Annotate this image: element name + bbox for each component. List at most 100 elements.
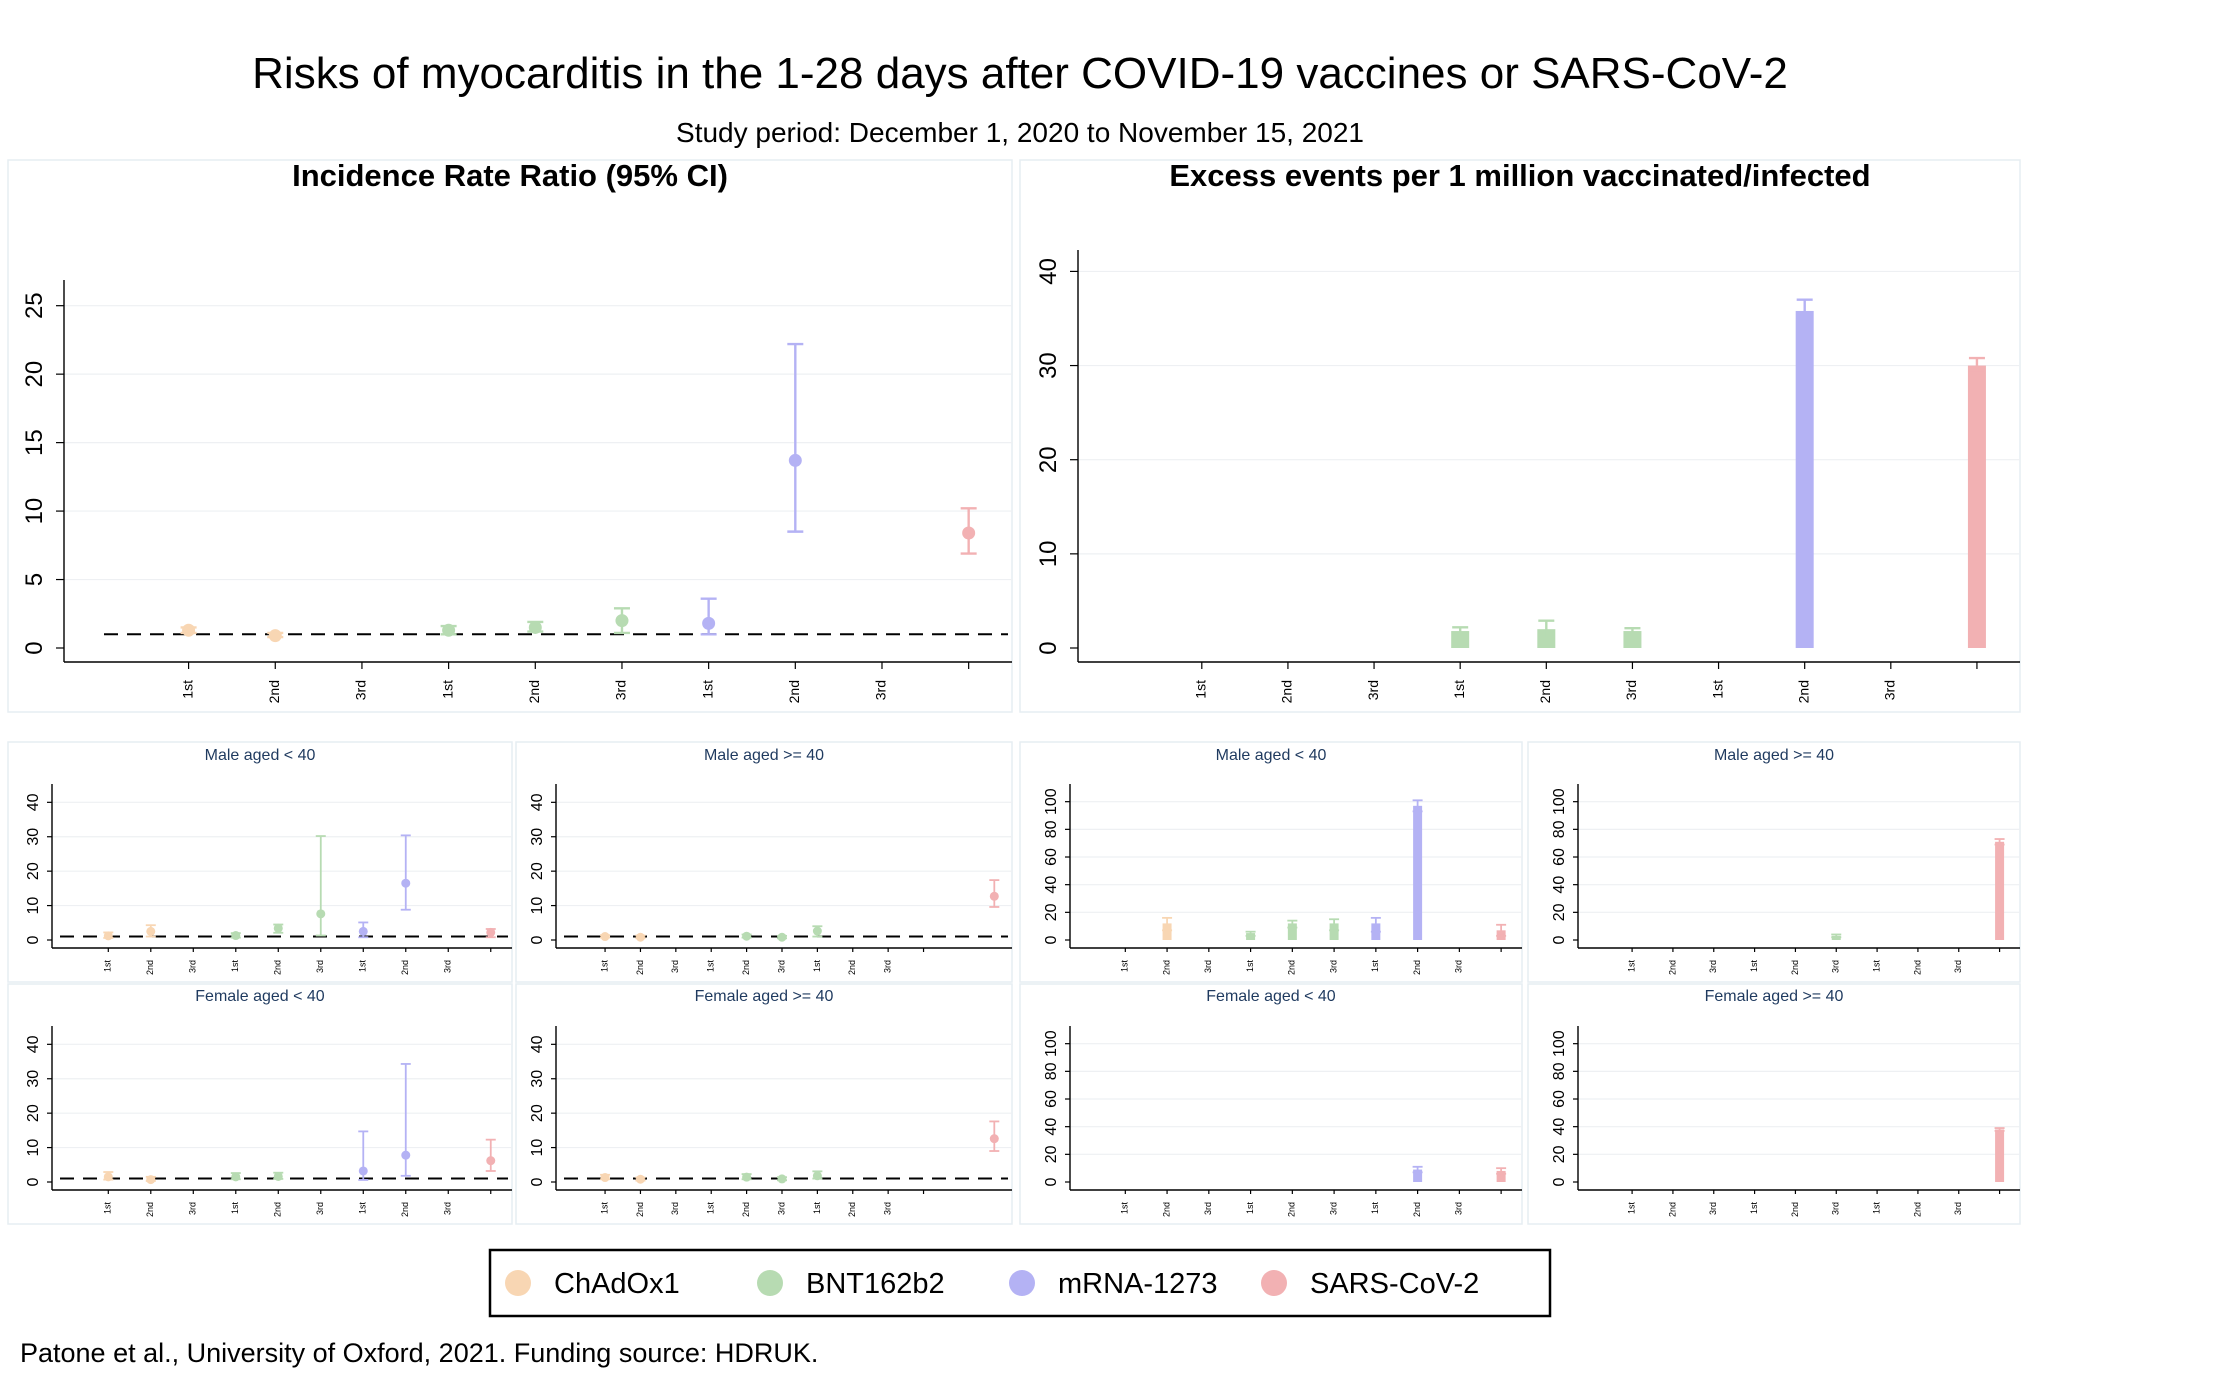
y-tick-label: 10 [25,1139,42,1157]
data-point [742,931,752,941]
data-point [146,926,156,936]
data-point [103,1172,113,1182]
bar [1967,365,1986,648]
data-point [600,932,610,942]
x-tick-label: 1st [1120,960,1130,973]
x-tick-label: 2nd [400,960,410,975]
chart-irr-male-ge40: Male aged >= 40 0 10 20 30 40 1st 2nd 3rd 1st 2nd 3… [515,741,1013,983]
bar [1162,923,1172,940]
x-tick-label: 1st [1749,1202,1759,1215]
x-tick-label: 2nd [1912,1202,1922,1217]
x-tick-label: 2nd [1161,1202,1171,1217]
x-tick-label: 3rd [776,960,786,973]
legend-label: ChAdOx1 [554,1268,680,1300]
x-tick-label: 2nd [1537,680,1553,703]
x-tick-label: 1st [1871,1202,1881,1215]
x-tick-label: 1st [1709,680,1725,699]
x-tick-label: 2nd [145,1202,155,1217]
x-tick-label: 2nd [145,960,155,975]
x-tick-label: 1st [706,960,716,973]
chart-excess-overall: Excess events per 1 million vaccinated/i… [1019,158,2021,713]
chart-title: Male aged >= 40 [1714,747,1834,764]
panel-background [1019,159,2021,713]
y-tick-label: 10 [21,498,48,525]
y-tick-label: 40 [529,793,546,811]
x-tick-label: 3rd [188,960,198,973]
data-point [231,931,241,941]
y-tick-label: 0 [529,935,546,944]
x-tick-label: 1st [439,680,455,699]
y-tick-label: 10 [25,897,42,915]
data-point [600,1173,610,1183]
data-point [401,878,411,888]
panel-background [7,159,1013,713]
chart-title: Female aged >= 40 [1705,988,1844,1005]
chart-irr-female-lt40: Female aged < 40 0 10 20 30 40 1st 2nd 3rd 1st 2nd… [7,983,513,1225]
data-point [358,1166,368,1176]
y-tick-label: 40 [1043,1118,1060,1136]
y-tick-label: 40 [529,1035,546,1053]
y-tick-label: 25 [21,292,48,319]
source-note: Patone et al., University of Oxford, 202… [20,1338,818,1368]
chart-irr-overall: Incidence Rate Ratio (95% CI) 0 5 10 15 20 25 1… [7,158,1013,713]
data-point [702,616,716,630]
data-point [989,1134,999,1144]
y-tick-label: 5 [21,573,48,586]
data-point [635,1174,645,1184]
legend-swatch [757,1270,783,1296]
data-point [742,1172,752,1182]
y-tick-label: 80 [1551,820,1568,838]
figure-title: Risks of myocarditis in the 1-28 days af… [252,49,1788,98]
chart-title: Male aged < 40 [205,747,316,764]
y-tick-label: 0 [1043,1177,1060,1186]
panel-background [1019,741,1523,983]
y-tick-label: 40 [1551,876,1568,894]
y-tick-label: 100 [1043,788,1060,815]
x-tick-label: 3rd [1831,960,1841,973]
bar [1329,923,1339,940]
data-point [442,623,456,637]
x-tick-label: 3rd [315,960,325,973]
bar [1496,1170,1506,1182]
x-tick-label: 3rd [873,680,889,700]
y-tick-label: 15 [21,429,48,456]
data-point [273,1171,283,1181]
figure-subtitle: Study period: December 1, 2020 to Novemb… [676,117,1364,148]
y-tick-label: 10 [1035,541,1062,568]
x-tick-label: 2nd [1667,960,1677,975]
x-tick-label: 3rd [670,960,680,973]
legend-label: BNT162b2 [806,1268,945,1300]
y-tick-label: 100 [1043,1030,1060,1057]
y-tick-label: 80 [1551,1062,1568,1080]
y-tick-label: 100 [1551,788,1568,815]
data-point [812,1171,822,1181]
y-tick-label: 30 [1035,352,1062,379]
x-tick-label: 1st [358,1202,368,1215]
chart-title: Female aged >= 40 [695,988,834,1005]
y-tick-label: 80 [1043,820,1060,838]
y-tick-label: 0 [1043,935,1060,944]
x-tick-label: 2nd [741,1202,751,1217]
x-tick-label: 2nd [1287,960,1297,975]
x-tick-label: 1st [230,960,240,973]
y-tick-label: 20 [21,361,48,388]
x-tick-label: 1st [1871,960,1881,973]
x-tick-label: 1st [1245,960,1255,973]
x-tick-label: 2nd [786,680,802,703]
y-tick-label: 10 [529,897,546,915]
data-point [635,932,645,942]
data-point [316,909,326,919]
x-tick-label: 2nd [1287,1202,1297,1217]
x-tick-label: 2nd [635,960,645,975]
chart-excess-female-lt40: Female aged < 40 0 20 40 60 80 100 1st 2nd 3rd 1st… [1019,983,1523,1225]
bar [1995,841,2005,940]
y-tick-label: 0 [25,1177,42,1186]
data-point [777,1174,787,1184]
x-tick-label: 3rd [1953,1202,1963,1215]
data-point [528,620,542,634]
data-point [358,926,368,936]
x-tick-label: 1st [358,960,368,973]
x-tick-label: 1st [1193,680,1209,699]
x-tick-label: 3rd [1203,960,1213,973]
x-tick-label: 3rd [1203,1202,1213,1215]
